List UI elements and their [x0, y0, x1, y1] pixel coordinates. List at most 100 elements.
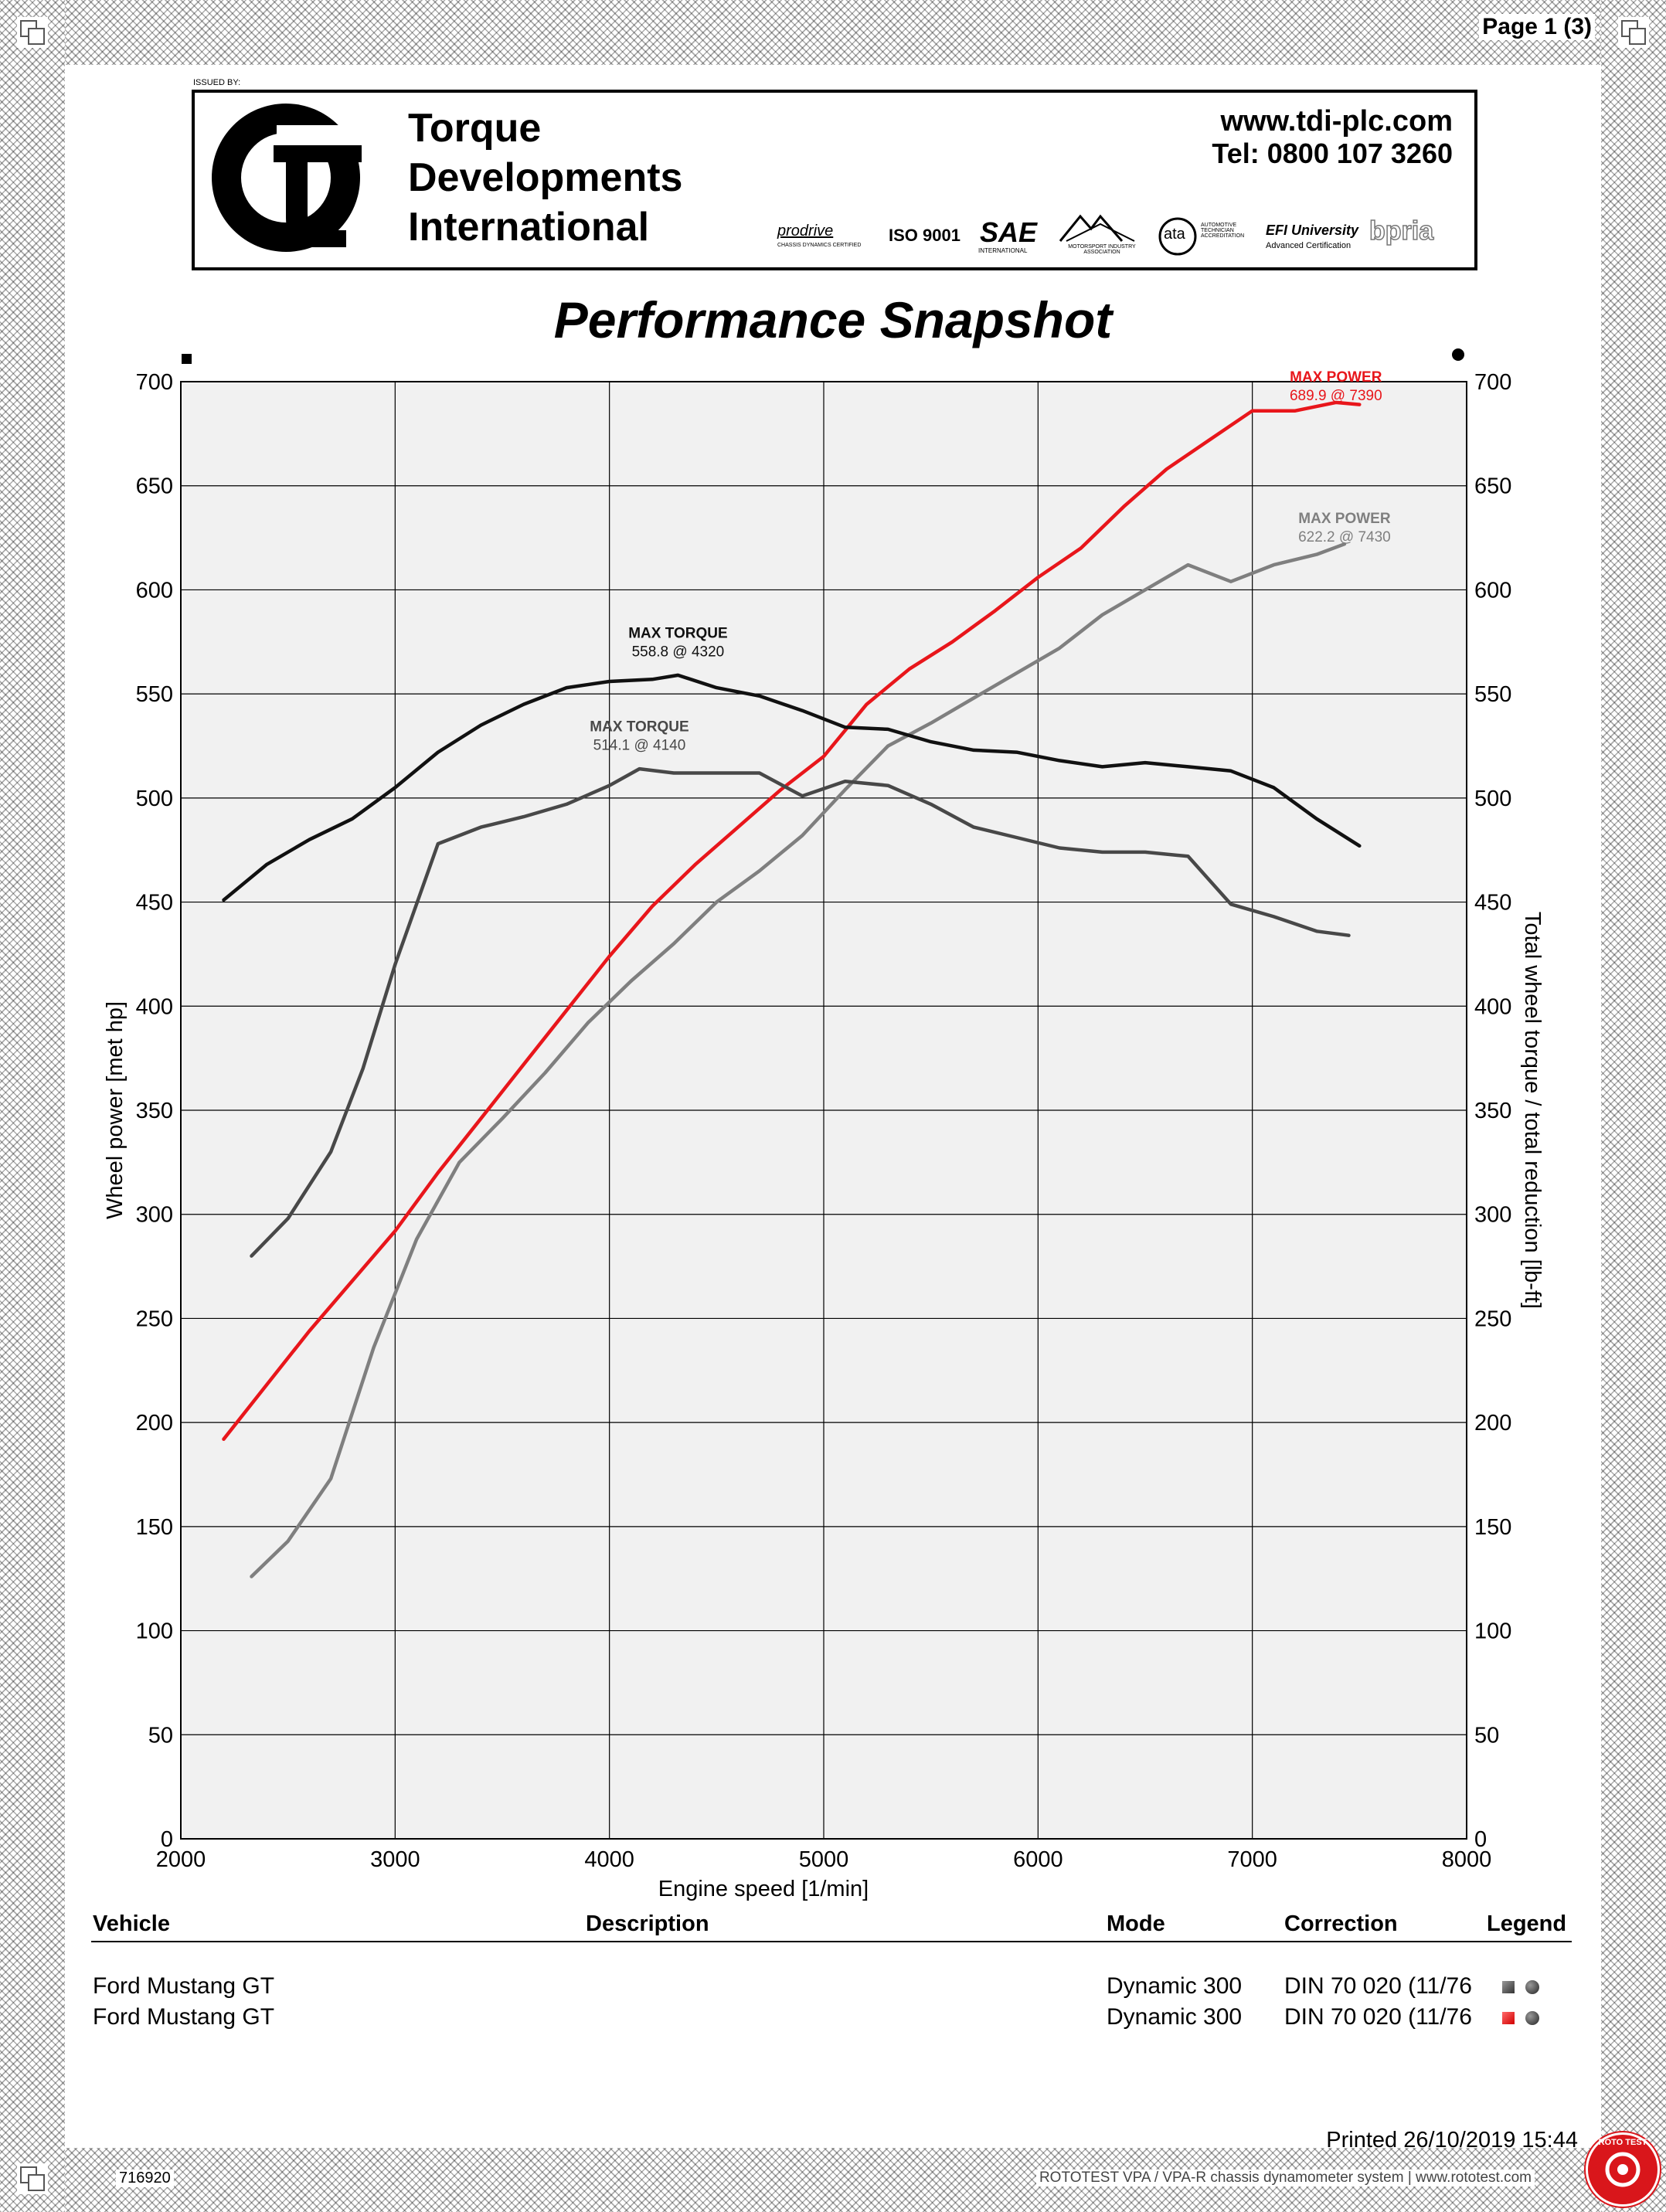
printed-timestamp: Printed 26/10/2019 15:44 [1326, 2128, 1578, 2153]
legend-square-icon [1502, 1981, 1515, 1993]
y-tick-label-right: 300 [1474, 1203, 1511, 1228]
hatched-border-top [0, 0, 1666, 65]
series-line-3 [222, 673, 1362, 902]
annotation-value: 689.9 @ 7390 [1290, 388, 1382, 404]
table-divider [91, 1941, 1572, 1942]
annotation-label: MAX TORQUE [590, 719, 688, 736]
y-tick-label-right: 650 [1474, 474, 1511, 499]
mia-logo-icon [1059, 214, 1135, 242]
y-tick-label-right: 200 [1474, 1411, 1511, 1436]
company-header: Torque Developments International www.td… [192, 90, 1477, 270]
x-tick-label: 2000 [156, 1847, 206, 1872]
y-tick-label-left: 100 [136, 1619, 173, 1644]
hatched-border-left [0, 0, 65, 2212]
ata-subtitle: AUTOMOTIVE TECHNICIAN ACCREDITATION [1201, 223, 1245, 239]
y-tick-label-right: 250 [1474, 1306, 1511, 1331]
circle-marker-icon [1452, 348, 1464, 361]
x-tick-label: 5000 [799, 1847, 849, 1872]
corner-mark-icon [17, 2163, 48, 2194]
sae-logo: SAE [980, 216, 1038, 248]
annotation-label: MAX POWER [1298, 511, 1391, 527]
x-tick-label: 4000 [584, 1847, 634, 1872]
annotation-label: MAX POWER [1290, 369, 1382, 386]
x-axis-label: Engine speed [1/min] [658, 1877, 869, 1901]
annotation-value: 514.1 @ 4140 [593, 738, 686, 754]
y-tick-label-left: 650 [136, 474, 173, 499]
y-tick-label-right: 350 [1474, 1099, 1511, 1123]
y-tick-label-right: 50 [1474, 1723, 1499, 1748]
y-tick-label-left: 400 [136, 994, 173, 1019]
legend-circle-icon [1525, 1980, 1539, 1994]
mode-cell: Dynamic 300 [1107, 1973, 1243, 1999]
y-axis-label-left: Wheel power [met hp] [103, 1001, 128, 1219]
series-lines [222, 400, 1362, 1578]
y-tick-label-right: 100 [1474, 1619, 1511, 1644]
ata-logo-icon [1158, 217, 1197, 256]
y-tick-label-left: 450 [136, 891, 173, 916]
plot-border [180, 381, 1467, 1840]
company-name-line: Torque [408, 106, 542, 151]
y-tick-label-left: 250 [136, 1306, 173, 1331]
company-name-line: International [408, 205, 650, 250]
y-tick-label-right: 150 [1474, 1515, 1511, 1540]
efi-university-logo: EFI University [1266, 223, 1359, 238]
legend-square-icon [1502, 2012, 1515, 2024]
y-tick-label-right: 0 [1474, 1827, 1487, 1852]
seal-text: ROTO TEST [1598, 2138, 1647, 2147]
issued-by-label: ISSUED BY: [193, 78, 241, 87]
x-tick-label: 7000 [1227, 1847, 1277, 1872]
document-id: 716920 [116, 2170, 174, 2187]
y-tick-label-right: 450 [1474, 891, 1511, 916]
y-tick-label-right: 550 [1474, 682, 1511, 707]
sae-subtitle: INTERNATIONAL [978, 247, 1028, 254]
correction-cell: DIN 70 020 (11/76 [1284, 2004, 1472, 2030]
table-header-mode: Mode [1107, 1911, 1165, 1936]
mia-subtitle: MOTORSPORT INDUSTRY ASSOCIATION [1068, 244, 1136, 255]
y-tick-label-left: 500 [136, 787, 173, 811]
tdi-logo-icon [212, 104, 369, 252]
company-phone: Tel: 0800 107 3260 [1212, 138, 1453, 169]
vehicle-cell: Ford Mustang GT [93, 2004, 275, 2030]
mode-cell: Dynamic 300 [1107, 2004, 1243, 2030]
annotation-value: 558.8 @ 4320 [632, 644, 725, 660]
series-line-2 [250, 542, 1347, 1578]
y-tick-label-left: 50 [148, 1723, 173, 1748]
y-tick-label-left: 0 [161, 1827, 173, 1852]
footer-system-text: ROTOTEST VPA / VPA-R chassis dynamometer… [1035, 2170, 1535, 2187]
efi-subtitle: Advanced Certification [1266, 241, 1352, 250]
y-tick-label-left: 700 [136, 370, 173, 395]
grid-lines [181, 382, 1467, 1839]
hatched-border-right [1601, 0, 1666, 2212]
rototest-seal-icon: ROTO TEST [1586, 2132, 1660, 2207]
legend-circle-icon [1525, 2011, 1539, 2025]
table-header-correction: Correction [1284, 1911, 1398, 1936]
y-tick-label-left: 200 [136, 1411, 173, 1436]
table-header-description: Description [586, 1911, 709, 1936]
annotation-label: MAX TORQUE [628, 625, 727, 641]
y-tick-label-right: 600 [1474, 578, 1511, 603]
y-tick-label-left: 600 [136, 578, 173, 603]
vehicle-cell: Ford Mustang GT [93, 1973, 275, 1999]
table-header-vehicle: Vehicle [93, 1911, 170, 1936]
table-header-legend: Legend [1487, 1911, 1567, 1936]
company-name-line: Developments [408, 155, 683, 200]
y-tick-label-left: 300 [136, 1203, 173, 1228]
y-tick-label-right: 500 [1474, 787, 1511, 811]
company-website: www.tdi-plc.com [1220, 105, 1454, 138]
iso-9001-logo: ISO 9001 [889, 226, 960, 245]
x-tick-label: 6000 [1013, 1847, 1063, 1872]
series-line-4 [250, 766, 1351, 1258]
square-marker-icon [182, 354, 192, 364]
x-tick-label: 3000 [370, 1847, 420, 1872]
correction-cell: DIN 70 020 (11/76 [1284, 1973, 1472, 1999]
page-title: Performance Snapshot [553, 291, 1113, 348]
bpria-logo: bpria [1368, 216, 1434, 246]
y-axis-label-right: Total wheel torque / total reduction [lb… [1520, 912, 1545, 1309]
y-tick-label-right: 700 [1474, 370, 1511, 395]
corner-mark-icon [17, 17, 48, 48]
x-tick-label: 8000 [1442, 1847, 1492, 1872]
page-number: Page 1 (3) [1479, 14, 1595, 40]
prodrive-logo: prodrive [777, 223, 834, 240]
